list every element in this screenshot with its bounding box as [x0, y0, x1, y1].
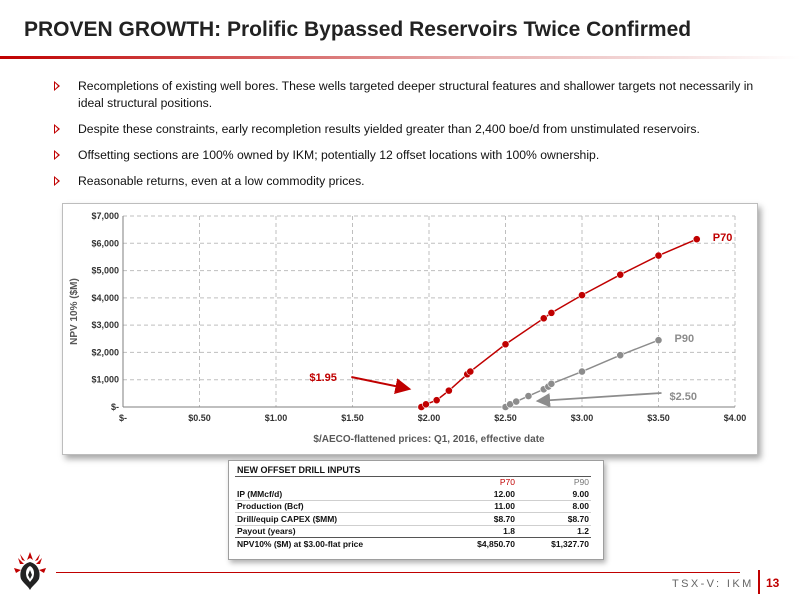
bullet-item: Recompletions of existing well bores. Th… — [52, 78, 762, 112]
bullet-list: Recompletions of existing well bores. Th… — [52, 78, 762, 199]
series-label-p70: P70 — [713, 232, 733, 244]
page-number: 13 — [766, 576, 780, 590]
annotation-label: $2.50 — [670, 391, 698, 403]
cell-p90: $8.70 — [517, 512, 591, 526]
x-tick-label: $1.00 — [265, 413, 288, 423]
annotation-label: $1.95 — [309, 372, 337, 384]
row-label: Production (Bcf) — [235, 500, 443, 513]
x-axis-title: $/AECO-flattened prices: Q1, 2016, effec… — [313, 434, 545, 445]
y-axis-title: NPV 10% ($M) — [69, 278, 80, 345]
data-point-p90 — [524, 392, 533, 400]
table-row: IP (MMcf/d) 12.00 9.00 — [235, 488, 591, 501]
data-point-p70 — [578, 291, 586, 300]
data-point-p70 — [692, 235, 701, 244]
data-point-p70 — [466, 367, 475, 376]
bullet-arrow-icon — [54, 150, 60, 160]
x-tick-label: $4.00 — [724, 413, 747, 423]
data-point-p70 — [654, 251, 663, 260]
chart-svg: $- $1,000 $2,000 $3,000 $4,000 $5,000 $6,000 $7… — [69, 211, 747, 445]
y-tick-label: $7,000 — [91, 211, 119, 221]
bullet-text: Offsetting sections are 100% owned by IK… — [78, 148, 600, 162]
row-label: IP (MMcf/d) — [235, 488, 443, 501]
bullet-item: Offsetting sections are 100% owned by IK… — [52, 147, 762, 164]
bullet-text: Recompletions of existing well bores. Th… — [78, 79, 754, 110]
cell-p90: 1.2 — [577, 526, 589, 537]
series-line-p70 — [420, 238, 698, 408]
bullet-item: Despite these constraints, early recompl… — [52, 121, 762, 138]
data-point-p90 — [654, 336, 663, 345]
x-tick-label: $0.50 — [188, 413, 211, 423]
column-header-p70: P70 — [499, 477, 515, 488]
cell-p90: 9.00 — [517, 488, 591, 501]
annotation-arrow — [535, 392, 662, 408]
cell-p70: 1.8 — [503, 526, 515, 537]
y-tick-label: $3,000 — [91, 320, 119, 330]
y-tick-label: $- — [111, 402, 119, 412]
data-point-p70 — [444, 386, 453, 395]
x-tick-label: $3.00 — [571, 413, 594, 423]
annotation-arrow — [351, 376, 412, 394]
y-tick-label: $5,000 — [91, 266, 119, 276]
bullet-arrow-icon — [54, 176, 60, 186]
data-point-p90 — [578, 367, 586, 376]
bullet-arrow-icon — [54, 81, 60, 91]
data-point-p90 — [547, 379, 556, 388]
y-tick-label: $2,000 — [91, 347, 119, 357]
title-divider — [0, 56, 800, 59]
x-tick-label: $2.50 — [494, 413, 517, 423]
bullet-arrow-icon — [54, 124, 60, 134]
table-row: Production (Bcf) 11.00 8.00 — [235, 500, 591, 513]
table-row: Payout (years) 1.8 1.2 — [235, 525, 591, 538]
table-row: Drill/equip CAPEX ($MM) $8.70 $8.70 — [235, 512, 591, 526]
table-row: NPV10% ($M) at $3.00-flat price $4,850.7… — [235, 537, 591, 550]
y-tick-label: $1,000 — [91, 375, 119, 385]
row-label: Payout (years) — [237, 526, 296, 537]
data-point-p70 — [547, 308, 556, 317]
cell-p90: $1,327.70 — [517, 537, 591, 550]
npv-chart: $- $1,000 $2,000 $3,000 $4,000 $5,000 $6,000 $7… — [62, 203, 758, 455]
bullet-text: Reasonable returns, even at a low commod… — [78, 174, 365, 188]
data-point-p70 — [432, 396, 441, 405]
data-point-p70 — [616, 270, 625, 279]
footer-divider — [56, 572, 740, 573]
column-header-p90: P90 — [573, 477, 589, 488]
x-tick-label: $1.50 — [341, 413, 364, 423]
row-label: NPV10% ($M) at $3.00-flat price — [235, 537, 443, 550]
x-tick-label: $2.00 — [418, 413, 441, 423]
data-point-p70 — [422, 400, 430, 409]
cell-p90: 8.00 — [517, 500, 591, 513]
footer-separator — [758, 570, 760, 594]
offset-drill-inputs-table: NEW OFFSET DRILL INPUTS P70 P90 IP (MMcf… — [228, 460, 604, 560]
y-tick-label: $4,000 — [91, 293, 119, 303]
row-label: Drill/equip CAPEX ($MM) — [235, 512, 443, 526]
table-header-spacer — [235, 476, 443, 488]
bullet-item: Reasonable returns, even at a low commod… — [52, 173, 762, 190]
footer-ticker: TSX-V: IKM — [672, 578, 754, 590]
bullet-text: Despite these constraints, early recompl… — [78, 122, 700, 136]
table-title: NEW OFFSET DRILL INPUTS — [235, 464, 591, 477]
x-tick-label: $3.50 — [647, 413, 670, 423]
y-tick-label: $6,000 — [91, 238, 119, 248]
data-point-p70 — [539, 314, 548, 323]
data-point-p90 — [512, 397, 521, 406]
company-logo-icon — [14, 552, 46, 590]
cell-p70: 12.00 — [443, 488, 517, 501]
page-title: PROVEN GROWTH: Prolific Bypassed Reservo… — [24, 18, 692, 41]
cell-p70: 11.00 — [443, 500, 517, 513]
cell-p70: $4,850.70 — [443, 537, 517, 550]
data-point-p70 — [501, 340, 510, 349]
cell-p70: $8.70 — [443, 512, 517, 526]
data-point-p90 — [616, 351, 625, 360]
x-tick-label: $- — [119, 413, 127, 423]
series-label-p90: P90 — [675, 333, 695, 345]
